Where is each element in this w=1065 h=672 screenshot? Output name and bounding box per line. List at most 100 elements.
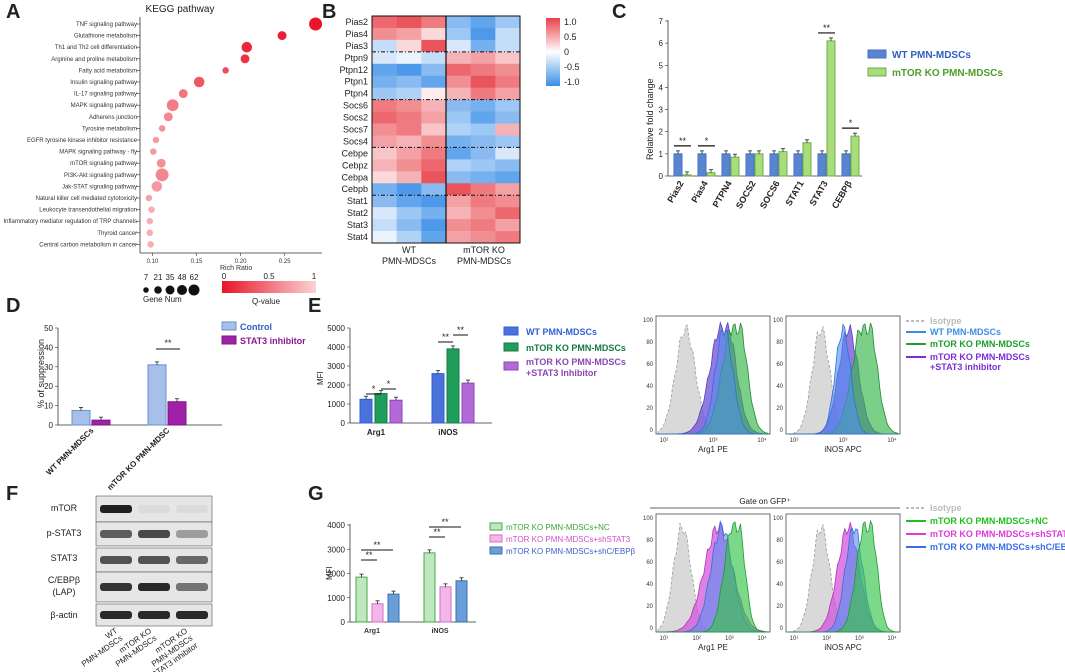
heatmap-cell (396, 207, 422, 220)
pathway-dot (241, 41, 253, 53)
blot-row-label: C/EBPβ (48, 575, 80, 585)
bar-wt (745, 153, 755, 177)
group-ko-label: mTOR KO PMN-MDSCs (457, 245, 511, 266)
heatmap-row-label: Ptpn9 (344, 53, 368, 63)
legend-label: mTOR KO PMN-MDSCs+shC/EBPβ (506, 547, 636, 556)
heatmap-cell (421, 51, 447, 65)
category-label: Pias4 (689, 179, 709, 204)
y-tick-label: 5 (659, 61, 664, 70)
y-tick-label: 4000 (327, 521, 345, 530)
heatmap-cell (421, 219, 447, 232)
heatmap-cell (446, 27, 471, 41)
y-tick-label: 4000 (327, 343, 345, 352)
heatmap-cell (470, 159, 496, 172)
legend-label: WT PMN-MDSCs (892, 50, 971, 61)
bar-inhibitor (167, 401, 187, 426)
x-tick-label: 0.25 (279, 259, 291, 265)
heatmap-row-label: Stat2 (347, 208, 368, 218)
heatmap-cell (446, 39, 471, 53)
heatmap-cell (470, 111, 496, 124)
panel-label-f: F (6, 483, 18, 505)
significance-label: ** (365, 550, 373, 560)
gene-num-legend-title: Gene Num (143, 295, 182, 304)
flow-legend-label: mTOR KO PMN-MDSCs+shC/EBPβ (930, 542, 1065, 552)
y-tick-label: 1000 (327, 594, 345, 603)
heatmap-cell (495, 171, 521, 184)
heatmap-cell (421, 207, 447, 220)
panel-label-a: A (6, 1, 20, 23)
blot-band (100, 611, 132, 619)
flow-y-tick: 80 (776, 538, 783, 544)
bar-control (147, 364, 167, 426)
heatmap-cell (446, 183, 471, 196)
bar-wt (841, 153, 851, 177)
flow-x-tick: 10¹ (790, 636, 799, 642)
heatmap-cell (495, 87, 521, 100)
pathway-label: mTOR signaling pathway (70, 161, 137, 167)
pathway-dot (146, 229, 154, 237)
y-tick-label: 1000 (327, 400, 345, 409)
heatmap-cell (372, 39, 397, 53)
flow-y-tick: 0 (650, 428, 654, 434)
pathway-label: Insulin signaling pathway (70, 80, 137, 86)
blot-row-label: (LAP) (52, 587, 75, 597)
heatmap-cell (396, 231, 422, 244)
heatmap-cell (446, 99, 471, 112)
blot-band (176, 505, 208, 513)
legend-swatch (503, 361, 519, 371)
heatmap-cell (446, 171, 471, 184)
y-tick-label: 0 (341, 419, 346, 428)
pathway-label: Jak-STAT signaling pathway (62, 184, 137, 190)
flow-y-tick: 80 (776, 340, 783, 346)
y-tick-label: 0 (341, 618, 346, 627)
pathway-dot (193, 76, 205, 88)
heatmap-cell (396, 183, 422, 196)
bar-g (355, 576, 368, 623)
category-label: CEBPβ (830, 179, 854, 211)
bar-e (461, 382, 475, 424)
heatmap-cell (470, 99, 496, 112)
legend-label: Control (240, 322, 272, 332)
colorbar-tick: 0 (564, 47, 569, 57)
blot-band (138, 556, 170, 564)
blot-row-label: β-actin (50, 610, 77, 620)
heatmap-cell (470, 207, 496, 220)
gene-num-value: 35 (166, 273, 175, 282)
heatmap-cell (396, 39, 422, 53)
heatmap-cell (495, 63, 521, 77)
heatmap-cell (372, 231, 397, 244)
flow-y-tick: 100 (773, 318, 784, 324)
blot-band (138, 530, 170, 538)
heatmap-cell (495, 159, 521, 172)
heatmap-cell (396, 63, 422, 77)
flow-histogram-curve (788, 519, 899, 633)
gene-num-value: 48 (178, 273, 187, 282)
flow-y-tick: 80 (646, 340, 653, 346)
heatmap-cell (421, 111, 447, 124)
flow-x-tick: 10⁴ (887, 437, 897, 444)
flow-x-tick: 10³ (709, 438, 718, 444)
heatmap-cell (396, 51, 422, 65)
significance-label: ** (373, 540, 381, 550)
heatmap-row-label: Ptpn4 (344, 89, 368, 99)
heatmap-cell (470, 39, 496, 53)
gene-num-dot (176, 284, 188, 296)
heatmap-cell (421, 27, 447, 41)
heatmap-cell (421, 183, 447, 196)
panel-label-d: D (6, 295, 20, 317)
flow-x-tick: 10² (822, 636, 831, 642)
bar-ko (730, 156, 740, 177)
flow-x-tick: 10³ (839, 438, 848, 444)
heatmap-cell (396, 123, 422, 136)
flow-y-tick: 100 (643, 516, 654, 522)
bar-g (387, 593, 400, 623)
flow-histograms-g: Gate on GFP⁺ 100 80 60 40 20 0 10¹ 10² 10³ 10⁴ Arg1… (643, 497, 1065, 652)
bar-wt (673, 153, 683, 177)
category-label: SOCS6 (758, 179, 782, 210)
d-y-label: % of suppression (36, 339, 46, 408)
legend-label: WT PMN-MDSCs (526, 327, 597, 337)
pathway-dot (145, 194, 153, 202)
panel-label-b: B (322, 1, 336, 23)
kegg-title: KEGG pathway (146, 4, 215, 15)
